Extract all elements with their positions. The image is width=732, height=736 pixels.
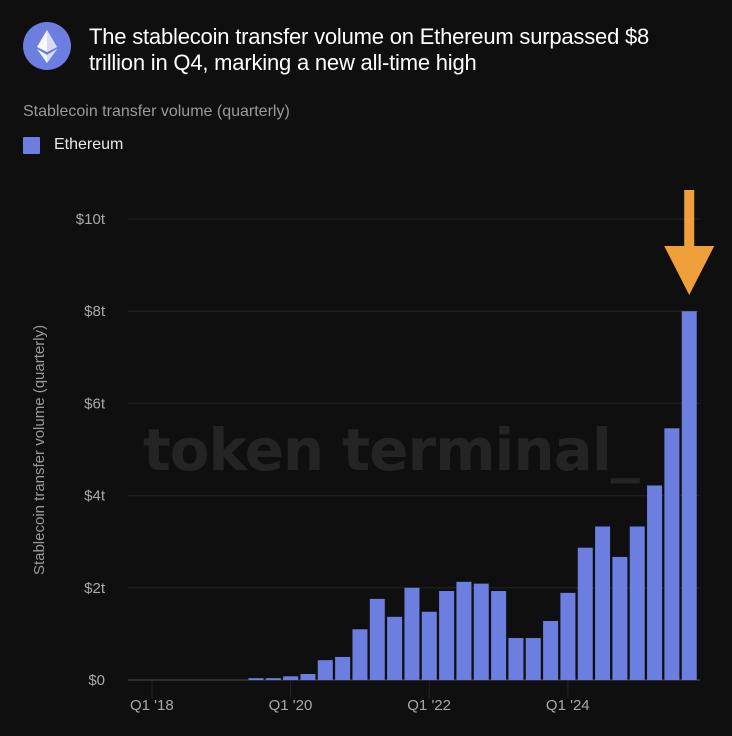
x-tick-label: Q1 '24 — [546, 697, 590, 714]
bar-Q222[interactable] — [439, 591, 455, 680]
y-tick-label: $0 — [88, 672, 105, 689]
watermark: token terminal_ — [143, 416, 640, 484]
legend-swatch-ethereum — [23, 136, 40, 154]
x-tick-label: Q1 '20 — [269, 697, 313, 714]
y-tick-label: $4t — [84, 488, 106, 505]
y-tick-label: $10t — [76, 211, 106, 228]
legend-label-ethereum: Ethereum — [54, 136, 124, 153]
x-tick-label: Q1 '22 — [407, 697, 451, 714]
bar-Q225[interactable] — [647, 485, 663, 680]
bar-Q421[interactable] — [404, 587, 420, 680]
ethereum-logo-icon — [23, 22, 71, 70]
down-arrow-annotation-icon — [664, 190, 715, 295]
x-tick-label: Q1 '18 — [130, 697, 174, 714]
bar-Q123[interactable] — [491, 591, 507, 680]
bar-Q323[interactable] — [525, 638, 541, 680]
bar-Q223[interactable] — [508, 638, 524, 680]
bar-Q121[interactable] — [352, 629, 368, 680]
bar-Q419[interactable] — [265, 678, 281, 680]
y-tick-label: $8t — [84, 303, 106, 320]
bar-Q122[interactable] — [421, 611, 437, 680]
bar-Q420[interactable] — [335, 656, 351, 680]
bar-Q125[interactable] — [629, 526, 645, 680]
bar-Q220[interactable] — [300, 674, 316, 680]
y-axis-labels: $0 $2t $4t $6t $8t $10t — [76, 211, 106, 689]
bar-Q422[interactable] — [473, 583, 489, 680]
bar-Q424[interactable] — [612, 556, 628, 680]
y-tick-label: $6t — [84, 395, 106, 412]
bar-Q224[interactable] — [577, 547, 593, 680]
bars — [248, 311, 697, 680]
legend: Ethereum — [23, 136, 123, 154]
bar-Q319[interactable] — [248, 678, 264, 680]
bar-Q120[interactable] — [283, 676, 299, 680]
y-tick-label: $2t — [84, 580, 106, 597]
x-axis-ticks: Q1 '18 Q1 '20 Q1 '22 Q1 '24 — [130, 681, 590, 714]
bar-Q320[interactable] — [317, 660, 333, 680]
bar-Q124[interactable] — [560, 592, 576, 680]
bar-Q321[interactable] — [387, 616, 403, 680]
y-axis-title: Stablecoin transfer volume (quarterly) — [31, 325, 48, 575]
chart-subtitle: Stablecoin transfer volume (quarterly) — [23, 103, 290, 120]
bar-Q325[interactable] — [664, 428, 680, 680]
chart-headline: The stablecoin transfer volume on Ethere… — [89, 24, 650, 75]
bar-Q322[interactable] — [456, 581, 472, 680]
bar-Q221[interactable] — [369, 598, 385, 680]
header: The stablecoin transfer volume on Ethere… — [23, 22, 709, 76]
bar-Q423[interactable] — [543, 620, 559, 680]
bar-Q425[interactable] — [681, 311, 697, 680]
bar-Q324[interactable] — [595, 526, 611, 680]
